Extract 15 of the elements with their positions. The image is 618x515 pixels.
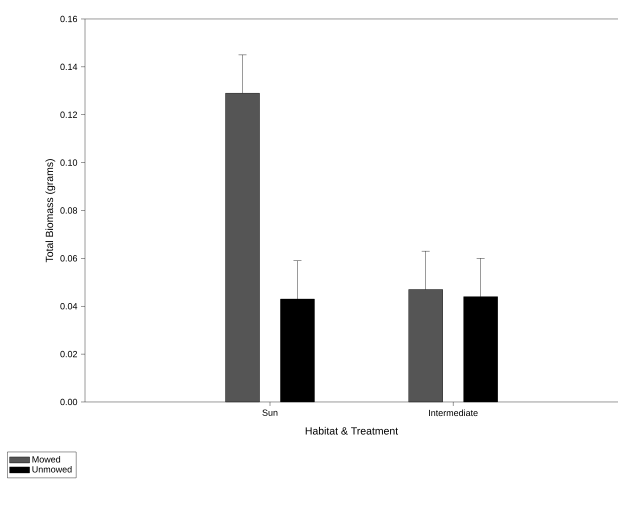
y-tick-label: 0.06 — [60, 255, 78, 262]
legend-label: Unmowed — [32, 466, 72, 473]
y-tick-label: 0.08 — [60, 207, 78, 214]
y-tick-label: 0.00 — [60, 398, 78, 406]
x-tick-label: Sun — [262, 410, 278, 416]
y-axis-title: Total Biomass (grams) — [45, 159, 56, 262]
x-tick-label: Intermediate — [429, 410, 478, 416]
legend-label: Mowed — [32, 456, 60, 463]
y-tick-label: 0.04 — [60, 303, 78, 310]
y-tick-label: 0.14 — [60, 64, 78, 70]
y-tick-label: 0.12 — [60, 112, 78, 118]
y-tick-label: 0.10 — [60, 159, 78, 166]
y-tick-label: 0.02 — [60, 350, 78, 358]
y-tick-label: 0.16 — [60, 16, 78, 22]
x-axis-title: Habitat & Treatment — [306, 426, 398, 435]
